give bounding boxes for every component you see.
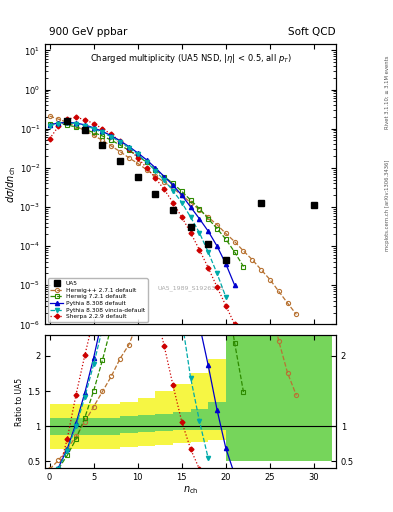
Y-axis label: Ratio to UA5: Ratio to UA5 (15, 377, 24, 425)
Text: mcplots.cern.ch [arXiv:1306.3436]: mcplots.cern.ch [arXiv:1306.3436] (385, 159, 389, 250)
Text: Charged multiplicity (UA5 NSD, $|\eta|$ < 0.5, all $p_T$): Charged multiplicity (UA5 NSD, $|\eta|$ … (90, 52, 292, 65)
Text: Soft QCD: Soft QCD (288, 27, 336, 37)
X-axis label: $n_{\rm ch}$: $n_{\rm ch}$ (183, 484, 198, 496)
Text: 900 GeV ppbar: 900 GeV ppbar (49, 27, 127, 37)
Text: Rivet 3.1.10; ≥ 3.1M events: Rivet 3.1.10; ≥ 3.1M events (385, 55, 389, 129)
Text: UA5_1989_S1926373: UA5_1989_S1926373 (158, 285, 224, 291)
Y-axis label: $d\sigma/dn_{\rm ch}$: $d\sigma/dn_{\rm ch}$ (4, 165, 18, 203)
Legend: UA5, Herwig++ 2.7.1 default, Herwig 7.2.1 default, Pythia 8.308 default, Pythia : UA5, Herwig++ 2.7.1 default, Herwig 7.2.… (48, 279, 148, 322)
